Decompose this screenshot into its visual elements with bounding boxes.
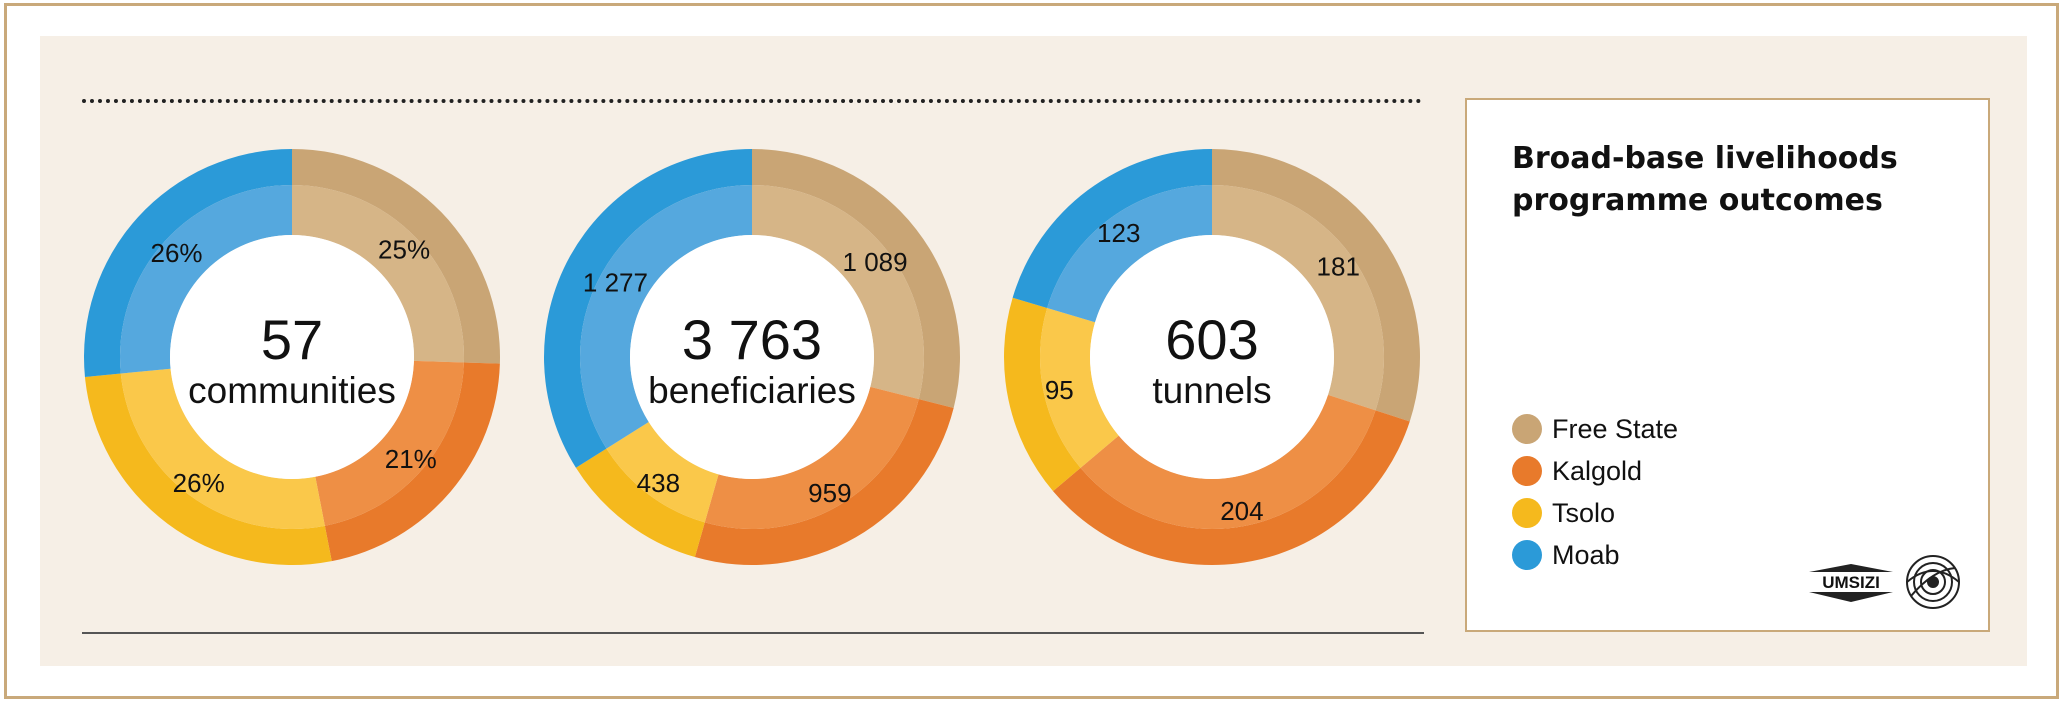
center-label: tunnels <box>1152 370 1271 411</box>
slice-outer-tsolo <box>1004 297 1081 492</box>
slice-inner-free-state <box>292 185 464 363</box>
slice-outer-kalgold <box>1053 410 1410 566</box>
legend-item-moab: Moab <box>1512 534 1678 576</box>
legend-list: Free State Kalgold Tsolo Moab <box>1512 408 1678 576</box>
slice-inner-moab <box>120 185 293 374</box>
donut-hole <box>1090 235 1334 479</box>
slice-label-moab: 123 <box>1097 218 1140 248</box>
slice-inner-kalgold <box>1080 394 1376 529</box>
legend-swatch-kalgold <box>1512 456 1542 486</box>
slice-outer-free-state <box>1212 149 1421 422</box>
slice-label-free-state: 1 089 <box>843 247 908 277</box>
slice-label-free-state: 181 <box>1317 251 1360 281</box>
slice-inner-tsolo <box>1040 307 1119 468</box>
slice-inner-kalgold <box>704 386 919 529</box>
slice-outer-free-state <box>292 149 501 364</box>
dotted-divider <box>82 99 1422 103</box>
slice-outer-kalgold <box>324 362 500 562</box>
slice-inner-tsolo <box>606 421 719 523</box>
umsizi-logo: UMSIZI <box>1809 555 1960 609</box>
legend-label-free-state: Free State <box>1552 413 1679 444</box>
legend-item-kalgold: Kalgold <box>1512 450 1678 492</box>
center-label: beneficiaries <box>648 370 856 411</box>
legend-swatch-tsolo <box>1512 498 1542 528</box>
slice-label-kalgold: 204 <box>1220 496 1263 526</box>
spiral-emblem-icon <box>1906 555 1960 609</box>
slice-label-moab: 26% <box>150 238 202 268</box>
legend-label-tsolo: Tsolo <box>1552 497 1616 528</box>
slice-inner-kalgold <box>315 360 464 526</box>
center-value: 603 <box>1165 308 1258 371</box>
legend-swatch-moab <box>1512 540 1542 570</box>
legend-label-moab: Moab <box>1552 539 1620 570</box>
slice-inner-free-state <box>1212 185 1384 411</box>
slice-inner-tsolo <box>120 368 325 529</box>
slice-label-kalgold: 21% <box>385 444 437 474</box>
donut-hole <box>630 235 874 479</box>
slice-label-tsolo: 26% <box>173 468 225 498</box>
slice-outer-tsolo <box>84 373 332 565</box>
slice-label-free-state: 25% <box>378 234 430 264</box>
slice-outer-free-state <box>752 149 960 408</box>
slice-label-moab: 1 277 <box>583 268 648 298</box>
legend-item-free-state: Free State <box>1512 408 1678 450</box>
slice-outer-moab <box>1012 149 1212 308</box>
bottom-rule <box>82 632 1424 634</box>
slice-outer-moab <box>84 149 292 377</box>
center-value: 3 763 <box>682 308 822 371</box>
center-value: 57 <box>261 308 323 371</box>
legend-title: Broad-base livelihoods programme outcome… <box>1512 141 1898 218</box>
slice-inner-free-state <box>752 185 924 400</box>
legend-label-kalgold: Kalgold <box>1552 455 1643 486</box>
slice-inner-moab <box>579 185 752 449</box>
legend-swatch-free-state <box>1512 414 1542 444</box>
legend-panel: Broad-base livelihoods programme outcome… <box>1465 98 1990 632</box>
legend-item-tsolo: Tsolo <box>1512 492 1678 534</box>
slice-label-tsolo: 438 <box>637 468 680 498</box>
slice-label-tsolo: 95 <box>1045 375 1074 405</box>
slice-inner-moab <box>1047 185 1212 323</box>
donut-hole <box>170 235 414 479</box>
slice-label-kalgold: 959 <box>808 478 851 508</box>
center-label: communities <box>188 370 396 411</box>
slice-outer-tsolo <box>575 448 705 558</box>
logo-wordmark: UMSIZI <box>1822 573 1880 592</box>
slice-outer-kalgold <box>694 399 954 565</box>
slice-outer-moab <box>544 149 752 468</box>
